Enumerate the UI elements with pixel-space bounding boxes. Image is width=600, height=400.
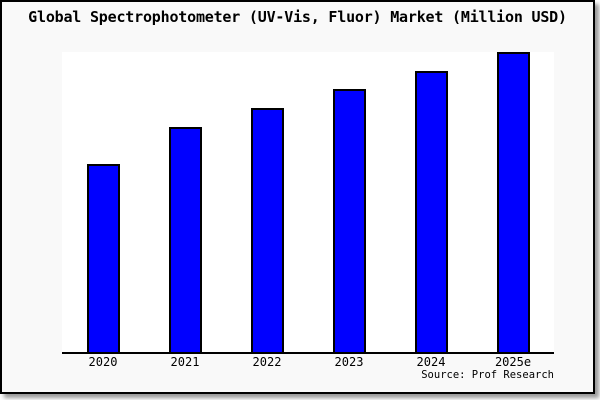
chart-title: Global Spectrophotometer (UV-Vis, Fluor)… <box>28 8 567 26</box>
bar-2022 <box>250 108 284 352</box>
x-tick-label-2022: 2022 <box>252 355 282 369</box>
source-credit: Source: Prof Research <box>421 369 554 381</box>
chart-frame: Global Spectrophotometer (UV-Vis, Fluor)… <box>0 0 595 394</box>
plot-area <box>62 52 554 354</box>
x-tick-label-2020: 2020 <box>88 355 118 369</box>
x-tick-label-2023: 2023 <box>334 355 364 369</box>
x-tick-label-2024: 2024 <box>416 355 446 369</box>
x-tick-label-2021: 2021 <box>170 355 200 369</box>
bar-2023 <box>332 89 366 352</box>
bar-2021 <box>168 127 202 352</box>
bar-2024 <box>414 71 448 352</box>
bar-2025e <box>496 52 530 352</box>
bar-2020 <box>86 164 120 352</box>
x-tick-label-2025e: 2025e <box>494 355 532 369</box>
